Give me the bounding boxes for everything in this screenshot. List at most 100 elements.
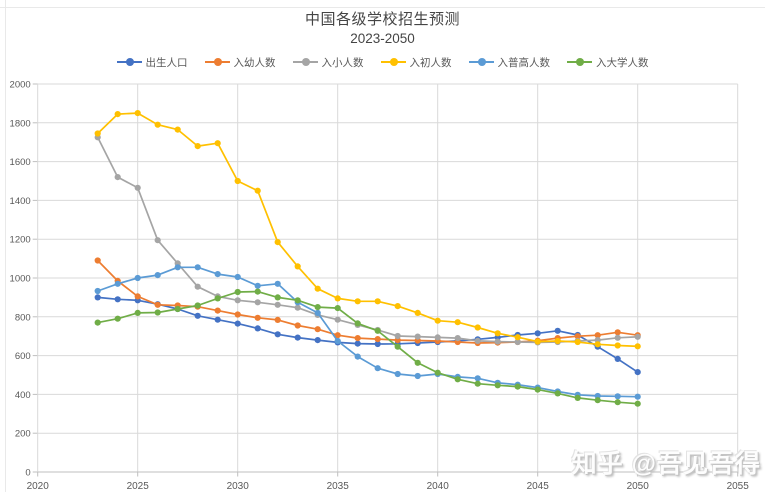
data-point-s5-2037 bbox=[374, 327, 381, 334]
data-point-s0-2034 bbox=[314, 337, 321, 344]
data-point-s5-2036 bbox=[354, 320, 361, 327]
data-point-s4-2036 bbox=[354, 353, 361, 360]
data-point-s0-2037 bbox=[374, 340, 381, 348]
x-axis-label-2035: 2035 bbox=[327, 481, 350, 492]
data-point-s4-2032 bbox=[274, 280, 281, 287]
data-point-s4-2038 bbox=[394, 370, 401, 378]
legend-label: 入普高人数 bbox=[497, 56, 551, 69]
data-point-s4-2028 bbox=[194, 264, 201, 271]
data-point-s4-2049 bbox=[614, 393, 621, 400]
data-point-s2-2050 bbox=[634, 333, 641, 340]
legend-label: 入小人数 bbox=[321, 56, 364, 69]
data-point-s4-2034 bbox=[314, 309, 321, 316]
x-axis-label-2025: 2025 bbox=[127, 481, 150, 492]
x-axis-label-2020: 2020 bbox=[27, 481, 50, 492]
data-point-s3-2032 bbox=[274, 239, 281, 246]
series-line-0 bbox=[97, 296, 639, 373]
data-point-s5-2026 bbox=[154, 309, 161, 316]
data-point-s3-2046 bbox=[554, 337, 561, 345]
data-point-s0-2036 bbox=[354, 340, 361, 347]
data-point-s5-2048 bbox=[594, 397, 601, 404]
data-point-s4-2023 bbox=[94, 287, 101, 295]
legend-dot bbox=[389, 58, 398, 66]
data-point-s2-2040 bbox=[434, 334, 441, 341]
data-point-s3-2034 bbox=[314, 285, 321, 292]
y-axis-label-1600: 1600 bbox=[10, 157, 31, 168]
data-point-s0-2023 bbox=[94, 294, 101, 301]
data-point-s3-2030 bbox=[234, 177, 241, 185]
data-point-s3-2033 bbox=[294, 263, 301, 270]
data-point-s0-2050 bbox=[634, 369, 641, 376]
series-line-1 bbox=[97, 259, 638, 344]
data-point-s5-2032 bbox=[274, 294, 281, 301]
data-point-s4-2042 bbox=[474, 375, 481, 382]
data-point-s5-2029 bbox=[214, 295, 221, 302]
data-point-s3-2026 bbox=[154, 121, 161, 128]
data-point-s5-2047 bbox=[574, 394, 581, 401]
data-point-s3-2045 bbox=[534, 338, 541, 345]
data-point-s3-2024 bbox=[114, 111, 121, 118]
series-line-3 bbox=[97, 112, 638, 348]
legend-label: 出生人口 bbox=[145, 56, 188, 69]
legend-item-3[interactable]: 入初人数 bbox=[380, 55, 452, 70]
data-point-s1-2037 bbox=[374, 336, 381, 343]
legend-dot bbox=[301, 58, 310, 66]
data-point-s0-2031 bbox=[254, 325, 261, 332]
data-point-s0-2049 bbox=[614, 355, 621, 362]
legend-item-5[interactable]: 入大学人数 bbox=[567, 55, 649, 70]
data-point-s3-2027 bbox=[174, 126, 181, 133]
y-axis-label-600: 600 bbox=[15, 351, 31, 362]
legend-dot bbox=[477, 58, 486, 66]
data-point-s5-2039 bbox=[414, 359, 421, 366]
data-point-s4-2029 bbox=[214, 271, 221, 278]
legend-item-1[interactable]: 入幼人数 bbox=[204, 55, 276, 70]
data-point-s3-2029 bbox=[214, 140, 221, 147]
x-axis-label-2050: 2050 bbox=[627, 481, 650, 492]
data-point-s5-2024 bbox=[114, 315, 121, 322]
data-point-s3-2036 bbox=[354, 298, 361, 305]
data-point-s5-2046 bbox=[554, 390, 561, 397]
legend-line-dot-icon bbox=[204, 58, 230, 66]
data-point-s5-2049 bbox=[614, 399, 621, 406]
legend-line-dot-icon bbox=[292, 58, 318, 66]
legend-line-dot-icon bbox=[380, 58, 406, 66]
spreadsheet-gridline-vertical bbox=[5, 0, 6, 492]
data-point-s5-2044 bbox=[514, 383, 521, 390]
data-point-s5-2031 bbox=[254, 288, 261, 295]
series-line-5 bbox=[97, 290, 638, 405]
watermark: 知乎 @吾见吾得 bbox=[571, 450, 761, 478]
data-point-s3-2041 bbox=[454, 319, 461, 326]
data-point-s2-2044 bbox=[514, 338, 521, 346]
data-point-s5-2040 bbox=[434, 369, 441, 376]
legend-dot bbox=[213, 58, 222, 66]
y-axis-label-1800: 1800 bbox=[10, 118, 31, 129]
legend-item-2[interactable]: 入小人数 bbox=[292, 55, 364, 70]
data-point-s5-2025 bbox=[134, 309, 141, 316]
data-point-s4-2026 bbox=[154, 272, 161, 279]
data-point-s1-2026 bbox=[154, 301, 161, 308]
data-point-s3-2040 bbox=[434, 317, 441, 324]
data-point-s4-2025 bbox=[134, 274, 141, 282]
data-point-s4-2037 bbox=[374, 365, 381, 372]
y-axis-label-2000: 2000 bbox=[10, 80, 31, 91]
data-point-s2-2042 bbox=[474, 337, 481, 344]
data-point-s0-2028 bbox=[194, 312, 201, 319]
legend-item-4[interactable]: 入普高人数 bbox=[468, 55, 551, 70]
legend-line-dot-icon bbox=[116, 58, 142, 66]
y-axis-label-1000: 1000 bbox=[10, 274, 31, 285]
legend-item-0[interactable]: 出生人口 bbox=[116, 55, 188, 70]
data-point-s3-2048 bbox=[594, 341, 601, 348]
data-point-s3-2031 bbox=[254, 187, 261, 194]
x-axis-label-2045: 2045 bbox=[527, 481, 550, 492]
data-point-s2-2038 bbox=[394, 332, 401, 340]
data-point-s5-2041 bbox=[454, 376, 461, 383]
data-point-s4-2030 bbox=[234, 273, 241, 281]
data-point-s1-2029 bbox=[214, 307, 221, 314]
data-point-s2-2035 bbox=[334, 316, 341, 323]
data-point-s4-2027 bbox=[174, 264, 181, 271]
data-point-s5-2030 bbox=[234, 288, 241, 296]
y-axis-label-1400: 1400 bbox=[10, 196, 31, 207]
data-point-s2-2043 bbox=[494, 338, 501, 345]
data-point-s5-2023 bbox=[94, 319, 101, 326]
